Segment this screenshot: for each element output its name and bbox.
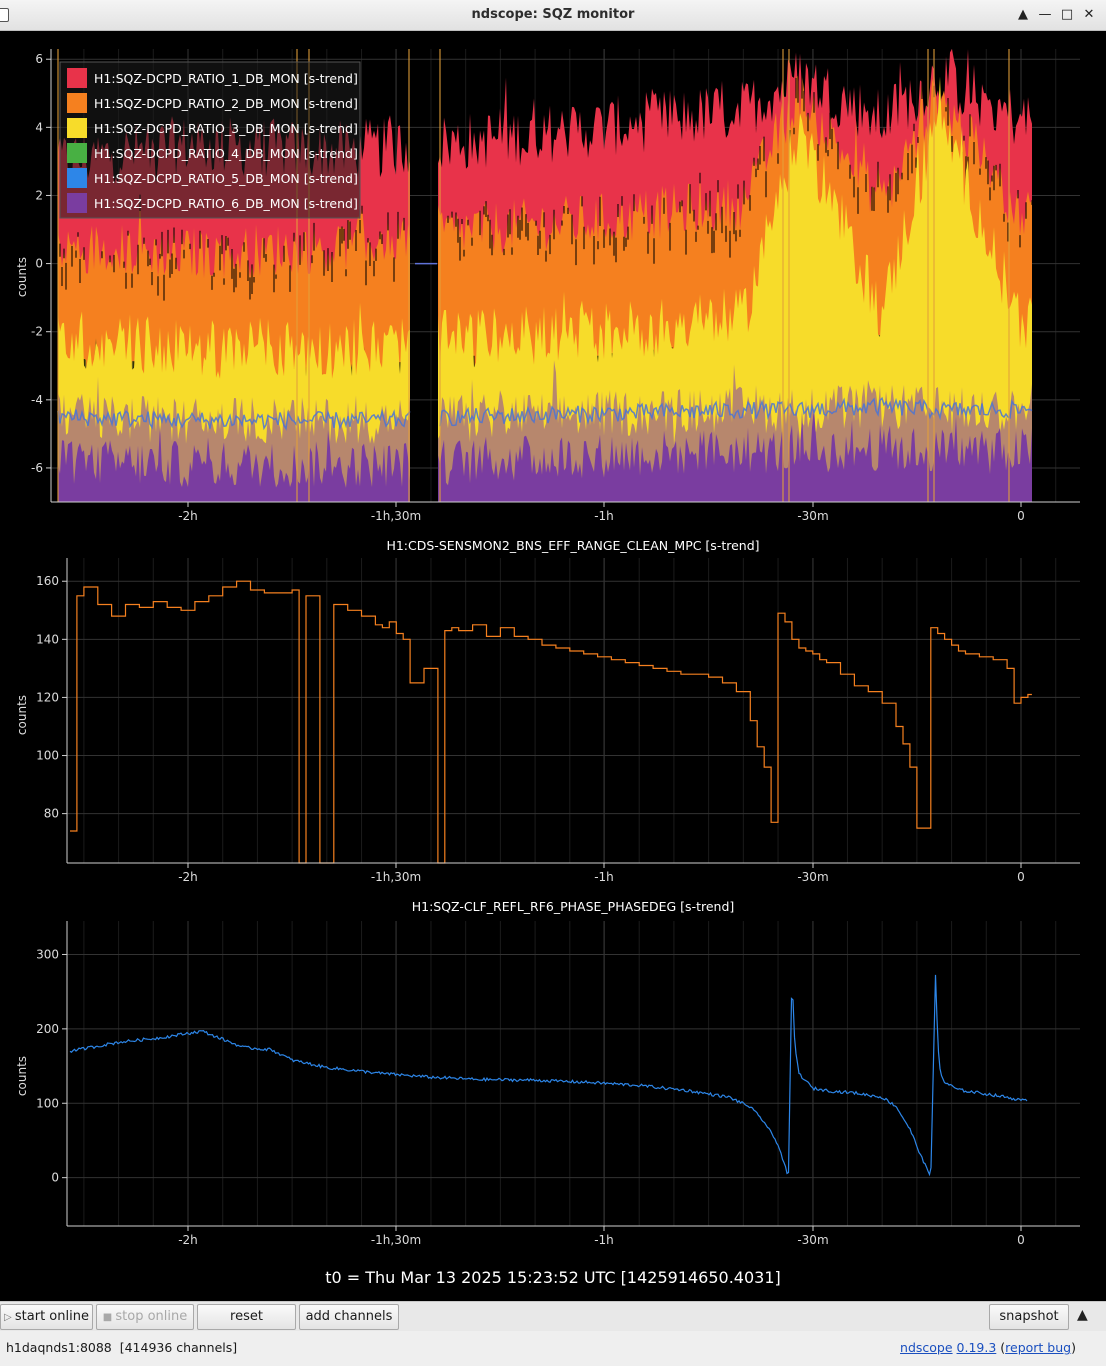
x-tick-label: -30m <box>797 1233 828 1247</box>
x-tick-label: -2h <box>178 1233 198 1247</box>
plot-1-axes: -2h -1h,30m -1h -30m 0 6 4 2 0 -2 -4 -6 <box>31 49 1080 523</box>
x-tick-label: -1h,30m <box>371 870 421 884</box>
y-tick-label: 100 <box>36 1096 59 1110</box>
ndscope-link[interactable]: ndscope <box>900 1340 953 1355</box>
y-tick-label: 100 <box>36 749 59 763</box>
report-bug-link[interactable]: report bug <box>1005 1340 1072 1355</box>
y-tick-label: -6 <box>31 461 43 475</box>
reset-button[interactable]: reset <box>197 1304 296 1330</box>
x-tick-label: -1h,30m <box>371 509 421 523</box>
plot-2-title: H1:CDS-SENSMON2_BNS_EFF_RANGE_CLEAN_MPC … <box>386 538 759 553</box>
y-tick-label: 2 <box>35 188 43 202</box>
y-tick-label: 6 <box>35 52 43 66</box>
plot-3-ylabel: counts <box>15 1056 29 1096</box>
plot-2-ylabel: counts <box>15 695 29 735</box>
series-area-3 <box>438 76 1032 502</box>
plot-3-title: H1:SQZ-CLF_REFL_RF6_PHASE_PHASEDEG [s-tr… <box>412 899 735 914</box>
x-tick-label: 0 <box>1017 1233 1025 1247</box>
status-bar: h1daqnds1:8088 [414936 channels] ndscope… <box>0 1331 1106 1366</box>
version-info: ndscope 0.19.3 (report bug) <box>900 1340 1076 1355</box>
x-tick-label: 0 <box>1017 870 1025 884</box>
plot-2-axes: -2h -1h,30m -1h -30m 0 160 140 120 100 80 <box>36 558 1080 884</box>
y-tick-label: 0 <box>35 257 43 271</box>
plot-3-grid <box>67 921 1080 1226</box>
plot-3-data <box>69 974 1028 1177</box>
series-line-range <box>70 580 1032 864</box>
stop-online-button[interactable]: ■ stop online <box>96 1304 194 1330</box>
legend-swatch-2 <box>67 93 87 113</box>
x-tick-label: 0 <box>1017 509 1025 523</box>
plot-2-data <box>70 580 1032 864</box>
legend-label-6: H1:SQZ-DCPD_RATIO_6_DB_MON [s-trend] <box>94 196 358 211</box>
snapshot-button[interactable]: snapshot <box>989 1304 1069 1330</box>
x-tick-label: -1h <box>594 509 614 523</box>
stop-icon: ■ <box>102 1312 116 1323</box>
legend-swatch-1 <box>67 68 87 88</box>
legend-swatch-3 <box>67 118 87 138</box>
legend-box <box>59 61 361 219</box>
series-line-phase <box>69 974 1028 1177</box>
stop-online-label: stop online <box>115 1309 188 1324</box>
legend-swatch-5 <box>67 168 87 188</box>
close-icon[interactable]: ✕ <box>1083 7 1095 22</box>
y-tick-label: 80 <box>44 807 59 821</box>
legend-label-3: H1:SQZ-DCPD_RATIO_3_DB_MON [s-trend] <box>94 121 358 136</box>
noise-gap <box>59 194 405 301</box>
x-tick-label: -2h <box>178 509 198 523</box>
y-tick-label: 4 <box>35 120 43 134</box>
x-tick-label: -1h <box>594 1233 614 1247</box>
x-tick-label: -1h <box>594 870 614 884</box>
add-channels-button[interactable]: add channels <box>299 1304 399 1330</box>
y-tick-label: 120 <box>36 690 59 704</box>
app-icon <box>0 8 9 22</box>
channel-count: [414936 channels] <box>119 1340 238 1355</box>
legend-label-1: H1:SQZ-DCPD_RATIO_1_DB_MON [s-trend] <box>94 71 358 86</box>
title-bar: ndscope: SQZ monitor ▲ — □ ✕ <box>0 0 1106 31</box>
y-tick-label: -4 <box>31 393 43 407</box>
start-online-button[interactable]: ▷ start online <box>0 1304 93 1330</box>
legend-label-2: H1:SQZ-DCPD_RATIO_2_DB_MON [s-trend] <box>94 96 358 111</box>
plot-3-axes: -2h -1h,30m -1h -30m 0 300 200 100 0 <box>36 921 1080 1247</box>
series-area-5 <box>58 376 410 502</box>
server-address: h1daqnds1:8088 <box>6 1340 112 1355</box>
series-area-6 <box>58 425 410 502</box>
minimize-icon[interactable]: — <box>1038 7 1052 22</box>
plot-2[interactable]: H1:CDS-SENSMON2_BNS_EFF_RANGE_CLEAN_MPC … <box>15 538 1080 884</box>
plot-1-legend: H1:SQZ-DCPD_RATIO_1_DB_MON [s-trend] H1:S… <box>59 61 361 219</box>
x-tick-label: -2h <box>178 870 198 884</box>
toolbar: ▷ start online ■ stop online reset add c… <box>0 1301 1106 1331</box>
collapse-icon[interactable]: ▲ <box>1018 7 1028 22</box>
legend-swatch-6 <box>67 193 87 213</box>
plot-1[interactable]: -2h -1h,30m -1h -30m 0 6 4 2 0 -2 -4 -6 H1:SQZ-DCPD… <box>15 49 1080 523</box>
y-tick-label: 200 <box>36 1022 59 1036</box>
plot-1-ylabel: counts <box>15 257 29 297</box>
plot-2-grid <box>67 558 1080 863</box>
t0-label: t0 = Thu Mar 13 2025 15:23:52 UTC [14259… <box>325 1268 781 1287</box>
start-online-label: start online <box>14 1309 89 1324</box>
y-tick-label: 140 <box>36 632 59 646</box>
y-tick-label: 300 <box>36 947 59 961</box>
legend-label-4: H1:SQZ-DCPD_RATIO_4_DB_MON [s-trend] <box>94 146 358 161</box>
window-title: ndscope: SQZ monitor <box>471 7 635 22</box>
x-tick-label: -30m <box>797 870 828 884</box>
series-area-6 <box>438 408 1032 502</box>
maximize-icon[interactable]: □ <box>1060 7 1074 22</box>
legend-label-5: H1:SQZ-DCPD_RATIO_5_DB_MON [s-trend] <box>94 171 358 186</box>
plot-3[interactable]: H1:SQZ-CLF_REFL_RF6_PHASE_PHASEDEG [s-tr… <box>15 899 1080 1247</box>
plot-1-data <box>57 49 1033 503</box>
y-tick-label: 160 <box>36 574 59 588</box>
y-tick-label: -2 <box>31 325 43 339</box>
legend-swatch-4 <box>67 143 87 163</box>
plot-area: -2h -1h,30m -1h -30m 0 6 4 2 0 -2 -4 -6 H1:SQZ-DCPD… <box>0 31 1106 1301</box>
server-status: h1daqnds1:8088 [414936 channels] <box>6 1340 237 1355</box>
x-tick-label: -1h,30m <box>371 1233 421 1247</box>
version-link[interactable]: 0.19.3 <box>956 1340 997 1355</box>
expand-arrow-icon[interactable]: ▲ <box>1077 1307 1088 1323</box>
y-tick-label: 0 <box>51 1171 59 1185</box>
play-icon: ▷ <box>4 1312 15 1323</box>
x-tick-label: -30m <box>797 509 828 523</box>
